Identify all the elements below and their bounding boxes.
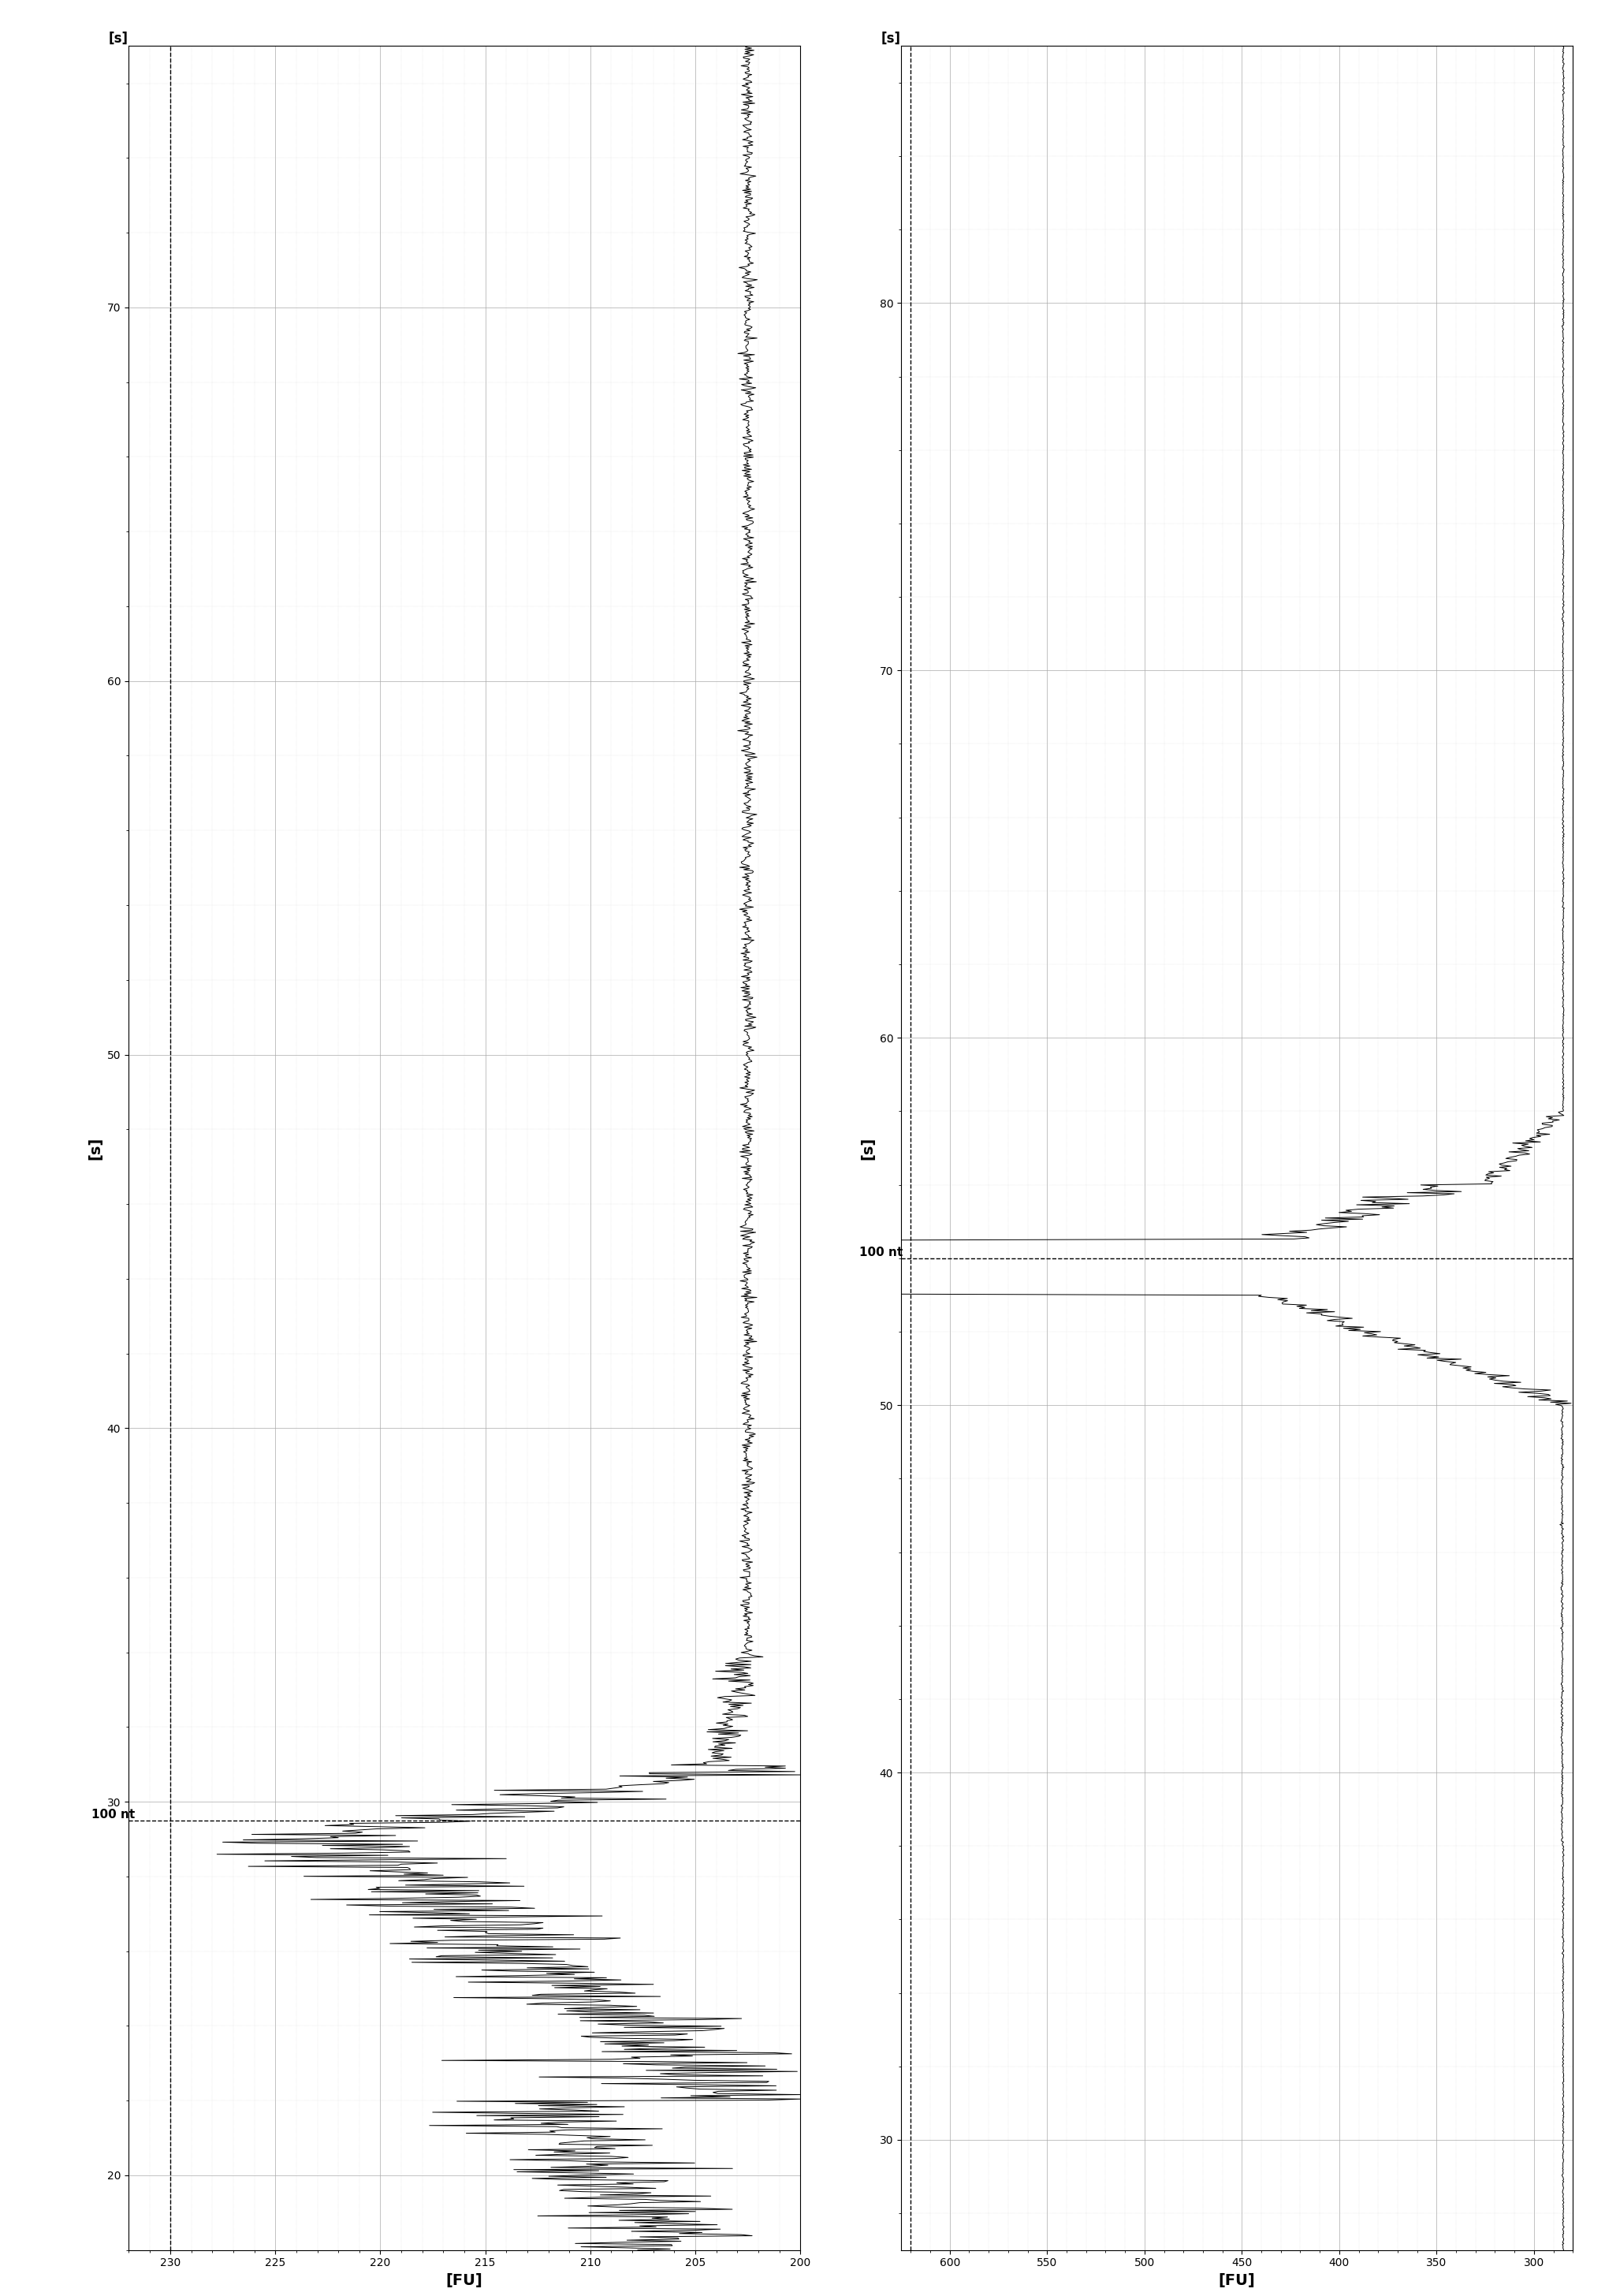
- Text: 100 nt RNA transcript
no alkylurea: 100 nt RNA transcript no alkylurea: [908, 1084, 934, 1212]
- Y-axis label: [s]: [s]: [88, 1137, 103, 1159]
- X-axis label: [FU]: [FU]: [446, 2273, 483, 2289]
- Text: 100 nt: 100 nt: [859, 1247, 904, 1258]
- Y-axis label: [s]: [s]: [860, 1137, 875, 1159]
- Text: [s]: [s]: [109, 32, 128, 46]
- Text: 100 nt: 100 nt: [91, 1809, 135, 1821]
- Text: [s]: [s]: [881, 32, 900, 46]
- X-axis label: [FU]: [FU]: [1218, 2273, 1255, 2289]
